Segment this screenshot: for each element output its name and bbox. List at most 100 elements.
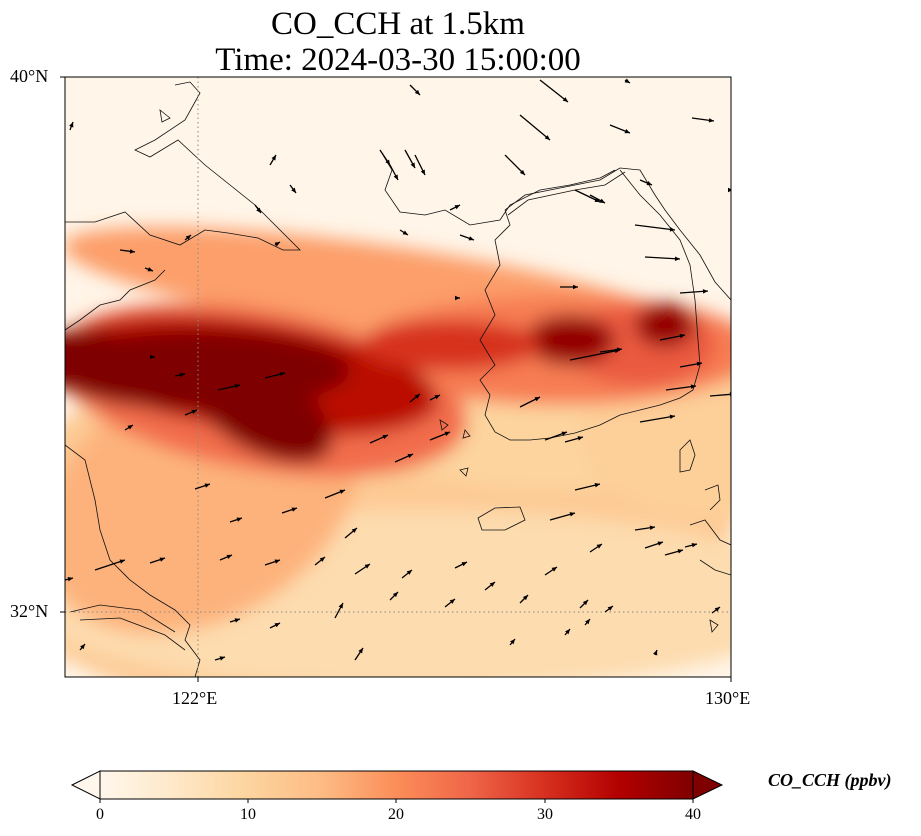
wind-arrow: [354, 563, 371, 575]
wind-arrow: [324, 489, 346, 499]
wind-arrow: [634, 224, 676, 232]
wind-arrow: [653, 649, 658, 656]
wind-arrow: [504, 154, 526, 176]
concentration-patch: [360, 320, 540, 370]
lon-tick-122e: 122°E: [172, 688, 218, 708]
wind-arrow: [314, 556, 326, 566]
wind-arrow: [549, 512, 576, 521]
colorbar-tick-20: 20: [388, 806, 404, 823]
map-frame: [64, 76, 732, 678]
wind-arrow: [604, 605, 614, 613]
wind-arrow: [389, 164, 399, 181]
wind-arrow: [455, 295, 460, 301]
wind-arrow: [564, 436, 584, 443]
lat-tick-40n: 40°N: [10, 66, 49, 86]
wind-arrow: [184, 409, 198, 416]
wind-arrow: [574, 482, 601, 491]
wind-arrow: [560, 284, 578, 290]
wind-arrow: [264, 559, 281, 566]
colorbar-tick-0: 0: [96, 806, 104, 823]
wind-arrow: [409, 84, 421, 96]
wind-arrow: [639, 179, 653, 186]
wind-arrow: [389, 591, 399, 601]
wind-vectors: [65, 78, 731, 661]
wind-arrow: [354, 647, 364, 661]
coastline-jiangsu: [65, 444, 201, 677]
coastline-kyushu: [689, 484, 731, 576]
wind-arrow: [369, 434, 389, 444]
wind-arrow: [679, 289, 709, 294]
coastline-small-islands: [159, 109, 719, 633]
wind-arrow: [484, 581, 496, 591]
wind-arrow: [429, 431, 451, 441]
wind-arrow: [634, 525, 656, 531]
wind-arrow: [150, 354, 155, 360]
colorbar-label: CO_CCH (ppbv): [768, 770, 892, 790]
map-title-line2: Time: 2024-03-30 15:00:00: [215, 42, 581, 78]
wind-arrow: [344, 527, 358, 539]
wind-arrow: [401, 569, 413, 579]
wind-arrow: [679, 361, 703, 368]
wind-arrow: [564, 628, 571, 636]
axis-ticks: [60, 76, 732, 682]
colorbar-gradient: [99, 770, 694, 800]
wind-arrow: [459, 234, 475, 241]
wind-arrow: [79, 643, 86, 651]
concentration-patch: [65, 330, 140, 390]
wind-arrow: [539, 79, 569, 103]
wind-arrow: [691, 117, 715, 123]
wind-arrow: [574, 189, 601, 203]
colorbar-tick-10: 10: [240, 806, 256, 823]
wind-arrow: [289, 184, 297, 194]
wind-arrow: [519, 396, 541, 408]
wind-arrow: [174, 372, 186, 378]
wind-arrow: [609, 124, 631, 134]
wind-arrow: [519, 594, 529, 604]
wind-arrow: [379, 149, 391, 166]
wind-arrow: [409, 393, 421, 403]
wind-arrow: [644, 256, 681, 261]
wind-arrow: [544, 431, 568, 441]
concentration-patch: [187, 357, 333, 463]
coastline-shandong: [65, 269, 166, 331]
wind-arrow: [399, 229, 409, 236]
lat-tick-32n: 32°N: [10, 601, 49, 621]
wind-arrow: [274, 241, 281, 247]
wind-arrow: [144, 267, 154, 272]
wind-arrow: [281, 507, 298, 514]
wind-arrow: [414, 154, 426, 176]
wind-arrow: [544, 566, 558, 576]
colorbar-tick-30: 30: [537, 806, 553, 823]
wind-arrow: [65, 577, 74, 582]
map-area: [65, 77, 731, 677]
wind-arrow: [659, 333, 686, 341]
wind-arrow: [394, 453, 414, 463]
wind-arrow: [217, 383, 241, 391]
colorbar-tick-40: 40: [685, 806, 701, 823]
wind-arrow: [684, 543, 698, 548]
map-title-line1: CO_CCH at 1.5km: [271, 6, 525, 42]
wind-arrow: [599, 347, 623, 353]
wind-arrow: [119, 249, 136, 254]
wind-arrow: [334, 602, 344, 619]
lon-tick-130e: 130°E: [705, 688, 751, 708]
wind-arrow: [444, 598, 456, 608]
gridlines: [65, 77, 731, 677]
concentration-patch: [525, 315, 615, 365]
wind-arrow: [184, 234, 192, 241]
wind-arrow: [194, 483, 211, 490]
wind-arrow: [519, 114, 551, 141]
colorbar-extend-high: [692, 770, 724, 800]
wind-arrow: [624, 78, 631, 84]
wind-arrow: [711, 606, 721, 614]
wind-arrow: [269, 622, 281, 629]
wind-arrow: [589, 194, 606, 204]
wind-arrow: [229, 517, 243, 523]
wind-arrow: [149, 557, 166, 564]
coastline-korea-east: [619, 167, 731, 301]
wind-arrow: [219, 554, 233, 561]
colorbar-extend-low: [70, 770, 101, 800]
wind-arrow: [269, 154, 277, 166]
